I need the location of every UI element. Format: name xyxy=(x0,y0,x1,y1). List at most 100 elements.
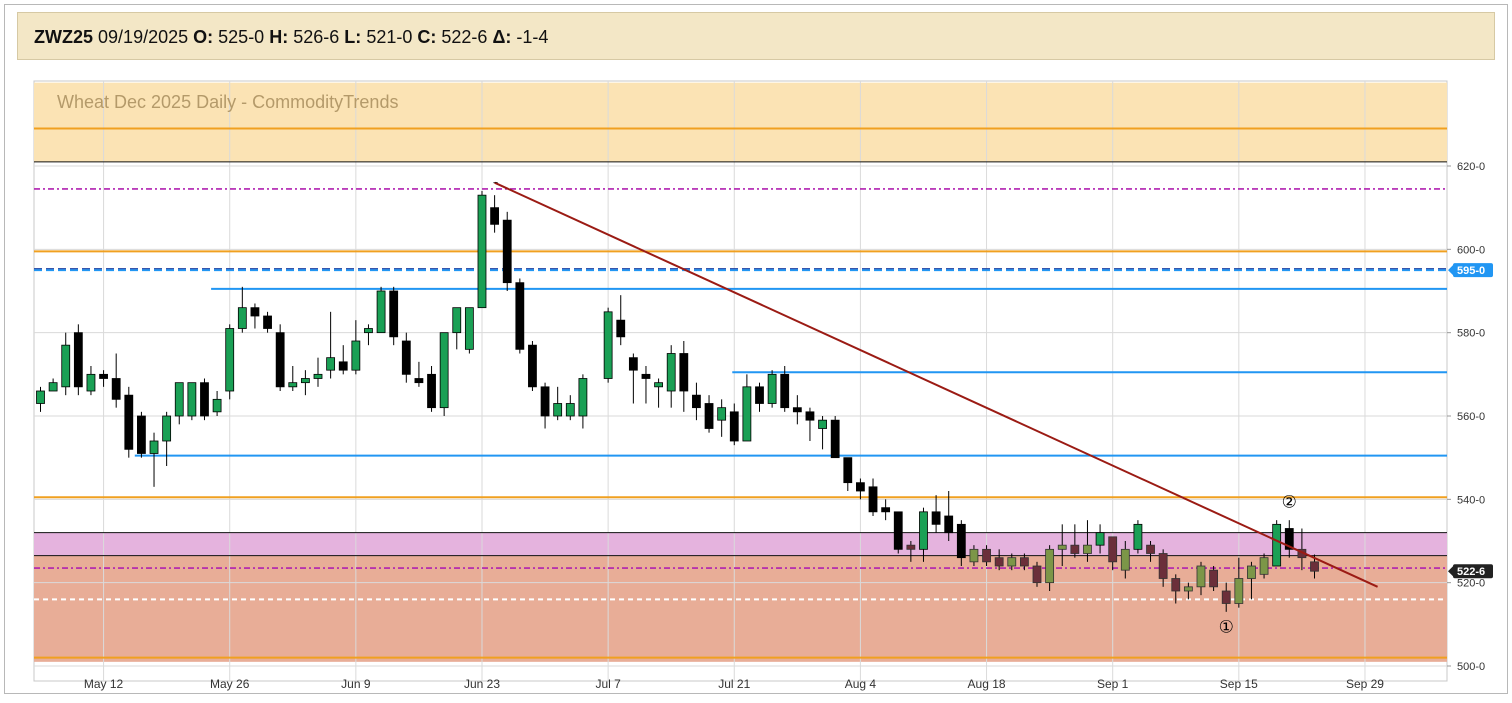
candle-body xyxy=(326,357,336,371)
candle-body xyxy=(313,373,323,379)
quote-line: ZWZ25 09/19/2025 O: 525-0 H: 526-6 L: 52… xyxy=(34,27,548,48)
candle-body xyxy=(1221,590,1231,604)
candle-body xyxy=(679,353,689,392)
candle-body xyxy=(666,353,676,392)
candle-body xyxy=(641,373,651,379)
candle-body xyxy=(931,511,941,525)
candle-body xyxy=(603,311,613,379)
price-tag-pointer xyxy=(1448,265,1453,276)
candle-body xyxy=(565,403,575,417)
zone-band-2 xyxy=(34,555,1447,662)
candle-body xyxy=(1158,553,1168,579)
candle-body xyxy=(427,373,436,409)
candle-body xyxy=(982,548,991,563)
candle-body xyxy=(1209,569,1219,588)
zone-band-1 xyxy=(34,532,1447,556)
x-tick-label: Aug 4 xyxy=(845,677,877,691)
candle-body xyxy=(856,482,865,492)
symbol: ZWZ25 xyxy=(34,27,94,47)
y-tick-label: 600-0 xyxy=(1457,244,1485,256)
candle-body xyxy=(99,373,108,379)
candle-body xyxy=(401,340,411,375)
candle-body xyxy=(704,403,714,429)
candle-body xyxy=(578,378,588,417)
candle-body xyxy=(654,382,663,388)
candle-body xyxy=(162,415,172,442)
low-label: L: xyxy=(344,27,362,47)
candle-body xyxy=(36,390,45,404)
x-tick-label: May 12 xyxy=(84,677,124,691)
plot-layer xyxy=(34,81,1447,681)
y-tick-label: 500-0 xyxy=(1457,661,1485,673)
candle-body xyxy=(742,386,752,442)
candle-body xyxy=(477,194,487,309)
candle-body xyxy=(767,373,777,404)
candle-body xyxy=(792,407,802,413)
candle-body xyxy=(439,332,449,409)
candle-body xyxy=(1019,557,1029,567)
candle-body xyxy=(919,511,928,550)
price-tag-bg xyxy=(1453,564,1493,579)
candle-body xyxy=(275,332,285,388)
candle-body xyxy=(225,328,235,392)
x-tick-label: Sep 15 xyxy=(1220,677,1258,691)
candle-body xyxy=(73,332,83,388)
candle-body xyxy=(843,457,853,484)
open-value: 525-0 xyxy=(218,27,265,47)
candle-body xyxy=(250,307,260,317)
y-tick-label: 540-0 xyxy=(1457,494,1485,506)
candle-body xyxy=(956,523,966,559)
candle-body xyxy=(351,340,361,371)
zone-band-0 xyxy=(34,82,1447,162)
candle-body xyxy=(389,290,399,338)
price-tag-pointer xyxy=(1448,566,1453,577)
candle-body xyxy=(86,373,96,392)
candle-body xyxy=(61,344,71,388)
price-tag-label: 522-6 xyxy=(1457,566,1485,578)
candle-body xyxy=(376,290,386,334)
price-tag-bg xyxy=(1453,263,1493,278)
candle-body xyxy=(780,373,790,409)
x-tick-label: Aug 18 xyxy=(968,677,1006,691)
trendline-anchor-mark: ⌢ xyxy=(493,177,499,187)
candle-body xyxy=(300,378,310,384)
candle-body xyxy=(1120,548,1130,571)
wave-annotation-2: ① xyxy=(1219,618,1234,637)
candle-body xyxy=(1310,561,1319,572)
candle-body xyxy=(1247,565,1256,579)
y-tick-label: 580-0 xyxy=(1457,328,1485,340)
candle-body xyxy=(263,315,272,329)
candle-body xyxy=(540,386,550,417)
candle-body xyxy=(111,378,121,400)
candle-body xyxy=(1007,557,1017,567)
candle-body xyxy=(1032,565,1042,584)
chart-title: Wheat Dec 2025 Daily - CommodityTrends xyxy=(57,92,398,112)
candle-body xyxy=(1146,544,1155,554)
high-value: 526-6 xyxy=(293,27,340,47)
x-tick-label: Jul 7 xyxy=(595,677,621,691)
candle-body xyxy=(628,357,638,371)
candle-body xyxy=(1259,557,1269,575)
candle-body xyxy=(1133,523,1143,550)
candle-body xyxy=(174,382,184,417)
candle-body xyxy=(881,507,891,513)
candle-body xyxy=(944,515,954,534)
candle-body xyxy=(237,307,247,329)
candle-body xyxy=(452,307,462,334)
candle-body xyxy=(187,382,197,417)
candle-body xyxy=(1095,532,1105,546)
candle-body xyxy=(200,382,209,417)
candle-body xyxy=(1196,565,1206,588)
candle-body xyxy=(830,419,840,459)
candle-body xyxy=(692,394,701,409)
change-label: Δ: xyxy=(492,27,512,47)
x-tick-label: Sep 29 xyxy=(1346,677,1384,691)
candle-body xyxy=(124,394,134,450)
wave-annotation-1: ② xyxy=(1282,493,1297,512)
candle-body xyxy=(994,557,1004,567)
candle-body xyxy=(868,486,878,513)
y-tick-label: 520-0 xyxy=(1457,578,1485,590)
candle-body xyxy=(1272,523,1282,567)
